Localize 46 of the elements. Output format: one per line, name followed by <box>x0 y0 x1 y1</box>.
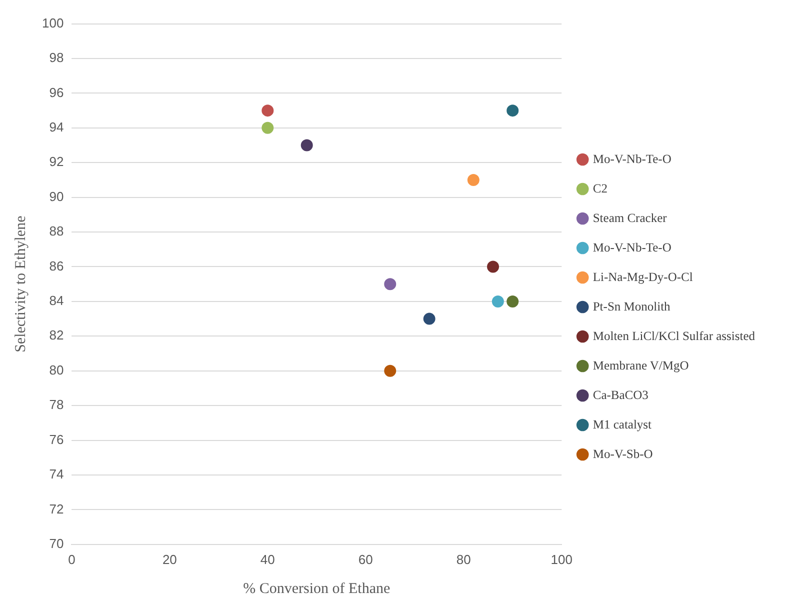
y-tick-label: 80 <box>49 362 64 378</box>
x-tick-label: 60 <box>358 552 373 567</box>
y-axis-title: Selectivity to Ethylene <box>12 215 29 352</box>
y-tick-label: 72 <box>49 501 64 516</box>
point <box>423 312 436 325</box>
x-tick-label: 100 <box>550 552 572 567</box>
x-tick-label: 80 <box>456 552 471 567</box>
legend-label: Pt-Sn Monolith <box>592 299 672 314</box>
x-tick-label: 40 <box>260 552 275 567</box>
y-tick-label: 78 <box>49 397 64 412</box>
y-tick-label: 96 <box>49 84 64 100</box>
y-tick-label: 86 <box>49 258 64 274</box>
y-tick-label: 74 <box>49 466 64 482</box>
y-tick-label: 84 <box>49 293 64 308</box>
legend-label: M1 catalyst <box>592 417 652 432</box>
point <box>506 295 519 308</box>
legend-label: Ca-BaCO3 <box>592 388 648 402</box>
y-tick-label: 82 <box>49 328 64 343</box>
legend-label: Steam Cracker <box>592 210 668 225</box>
y-tick-label: 100 <box>42 15 64 30</box>
point <box>506 104 519 117</box>
point <box>300 139 313 152</box>
point <box>487 260 500 273</box>
x-tick-label: 20 <box>162 552 177 567</box>
point <box>467 174 480 186</box>
y-tick-label: 70 <box>49 536 64 551</box>
legend-label: C2 <box>592 181 608 196</box>
y-tick-label: 92 <box>49 154 64 170</box>
y-tick-label: 88 <box>49 224 64 239</box>
point <box>384 278 396 290</box>
y-tick-label: 90 <box>49 188 64 204</box>
point <box>262 122 274 134</box>
x-tick-label: 0 <box>68 552 76 567</box>
point <box>492 295 504 308</box>
legend-label: Li-Na-Mg-Dy-O-Cl <box>592 270 694 284</box>
legend-label: Molten LiCl/KCl Sulfar assisted <box>592 328 756 343</box>
y-tick-label: 76 <box>49 432 64 447</box>
legend-label: Mo-V-Nb-Te-O <box>592 152 672 166</box>
legend-label: Membrane V/MgO <box>592 358 689 372</box>
legend-label: Mo-V-Nb-Te-O <box>592 240 672 254</box>
legend-label: Mo-V-Sb-O <box>592 446 653 461</box>
point <box>262 104 274 117</box>
y-tick-label: 94 <box>49 120 64 134</box>
x-axis-title: % Conversion of Ethane <box>243 580 391 597</box>
y-tick-label: 98 <box>49 50 64 66</box>
point <box>384 364 396 377</box>
